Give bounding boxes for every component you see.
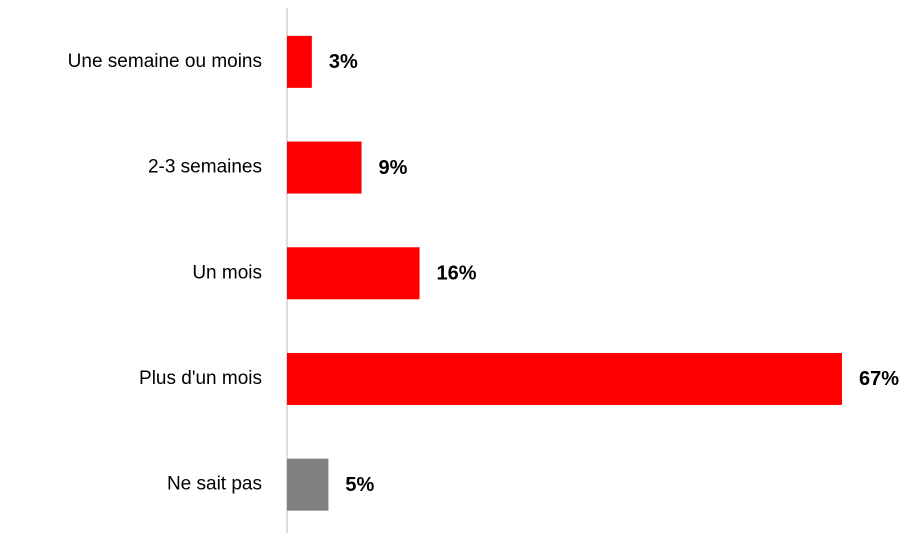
data-label: 5% (345, 474, 374, 496)
bar (287, 35, 312, 88)
bar (287, 458, 329, 511)
bar (287, 352, 842, 405)
category-label: Une semaine ou moins (68, 51, 262, 72)
category-label: Plus d'un mois (139, 368, 262, 389)
data-label: 3% (329, 51, 358, 73)
data-label: 9% (379, 157, 408, 179)
category-label: Un mois (192, 262, 262, 283)
data-label: 16% (437, 263, 477, 285)
category-label: Ne sait pas (167, 474, 262, 495)
data-label: 67% (859, 368, 899, 390)
bar (287, 247, 420, 300)
bar (287, 141, 362, 194)
category-label: 2-3 semaines (148, 157, 262, 178)
